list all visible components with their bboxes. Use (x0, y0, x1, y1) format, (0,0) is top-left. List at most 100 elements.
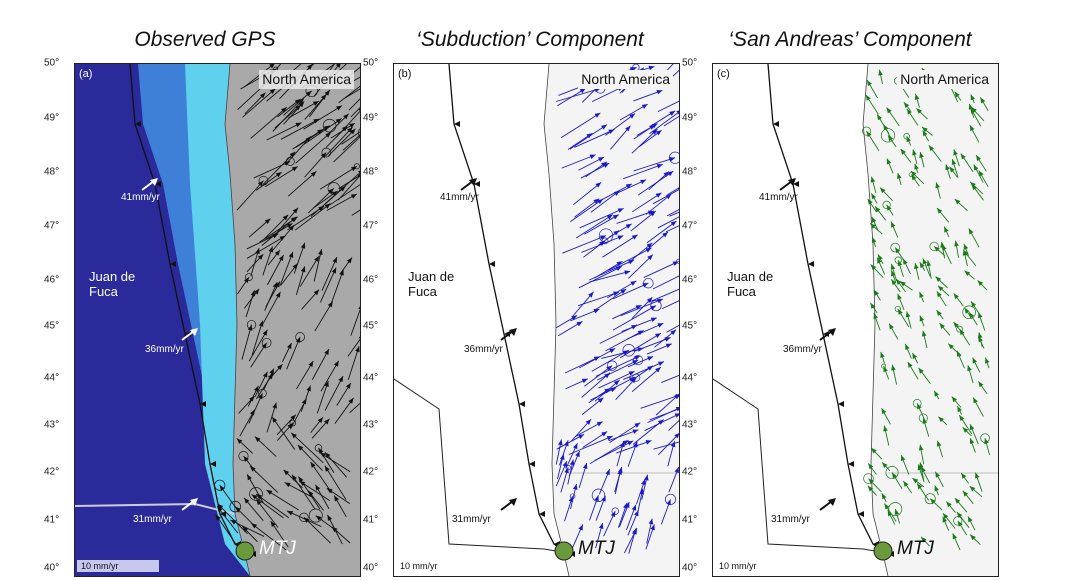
error-ellipse (908, 171, 914, 178)
gps-vector (253, 160, 291, 179)
trench-tooth (155, 181, 161, 187)
gps-arrowhead (268, 246, 273, 253)
error-ellipse (229, 500, 241, 513)
gps-arrowhead (572, 443, 578, 450)
gps-arrowhead (308, 490, 314, 497)
gps-arrowhead (883, 366, 888, 373)
gps-arrowhead (320, 152, 327, 159)
gps-arrowhead (339, 186, 346, 192)
gps-arrowhead (327, 514, 333, 521)
gps-arrowhead (578, 434, 585, 440)
error-ellipse (295, 332, 305, 342)
gps-arrowhead (976, 155, 982, 162)
map-canvas (394, 64, 679, 576)
gps-arrowhead (289, 151, 296, 158)
gps-vector (266, 254, 284, 286)
gps-arrowhead (601, 495, 606, 502)
gps-arrowhead (275, 281, 280, 288)
gps-arrowhead (676, 110, 679, 115)
plate-label: Juan de Fuca (408, 269, 455, 299)
gps-arrowhead (871, 447, 877, 454)
gps-arrowhead (969, 125, 975, 132)
gps-arrowhead (944, 226, 949, 233)
error-ellipse (258, 388, 267, 398)
gps-arrowhead (870, 176, 876, 183)
gps-arrowhead (569, 459, 575, 466)
gps-vector (230, 519, 265, 537)
coastline (543, 64, 570, 576)
gps-arrowhead (930, 498, 936, 505)
gps-arrowhead (891, 270, 896, 277)
gps-arrowhead (935, 471, 940, 478)
trench-tooth (474, 181, 480, 187)
gps-vector (216, 506, 239, 534)
gps-arrowhead (634, 422, 641, 428)
gps-arrowhead (300, 266, 306, 273)
gps-arrowhead (634, 355, 641, 361)
gps-arrowhead (288, 224, 295, 231)
gps-vector (627, 254, 654, 279)
gps-arrowhead (631, 324, 638, 330)
gps-vector (246, 235, 286, 259)
land (225, 64, 360, 576)
gps-arrowhead (284, 482, 291, 488)
gps-arrowhead (582, 463, 588, 470)
trench-tooth (838, 401, 844, 407)
gps-vector (579, 207, 624, 229)
gps-arrowhead (921, 126, 928, 133)
gps-arrowhead (620, 289, 627, 295)
gps-arrowhead (916, 108, 923, 114)
gps-arrowhead (967, 516, 973, 523)
error-ellipse (880, 128, 896, 143)
gps-arrowhead (917, 403, 922, 410)
rate-36: 36mm/yr (464, 344, 503, 355)
gps-vector (608, 247, 652, 271)
gps-arrowhead (249, 409, 255, 416)
plate-motion-arrowhead (190, 328, 198, 336)
error-ellipse (622, 344, 636, 357)
gps-arrowhead (313, 289, 320, 296)
gps-arrowhead (907, 361, 913, 368)
rate-36: 36mm/yr (145, 344, 184, 355)
latitude-label: 41° (363, 514, 379, 526)
gps-arrowhead (310, 462, 316, 468)
gps-arrowhead (253, 385, 259, 392)
gps-arrowhead (669, 157, 676, 162)
gps-arrowhead (952, 533, 958, 540)
gps-vector (299, 480, 331, 502)
gps-arrowhead (606, 436, 613, 441)
gps-vector (349, 402, 360, 414)
gps-arrowhead (597, 397, 604, 403)
plate-motion-arrow (500, 330, 514, 341)
gps-arrowhead (610, 387, 617, 393)
gps-vector (324, 465, 347, 500)
gps-vector (564, 356, 601, 374)
gps-arrowhead (934, 485, 939, 492)
gps-vector (631, 128, 658, 154)
gps-arrowhead (937, 285, 944, 292)
trench-tooth (210, 461, 216, 467)
gps-vector (348, 98, 360, 111)
gps-vector (591, 86, 624, 103)
land (544, 64, 679, 576)
gps-vector (665, 225, 679, 233)
gps-vector (578, 266, 622, 289)
gps-arrowhead (350, 166, 357, 172)
gps-arrowhead (906, 136, 912, 143)
gps-arrowhead (934, 390, 939, 397)
gps-arrowhead (315, 515, 322, 521)
gps-vector (294, 203, 331, 231)
gps-arrowhead (912, 352, 918, 359)
gps-vector (609, 422, 641, 443)
gps-arrowhead (269, 88, 276, 95)
gps-arrowhead (613, 291, 620, 296)
error-ellipse (885, 466, 899, 480)
gps-arrowhead (318, 249, 323, 256)
latitude-label: 46° (363, 274, 379, 286)
error-ellipse (245, 273, 253, 281)
gps-arrowhead (650, 305, 657, 311)
latitude-label: 43° (44, 419, 60, 431)
gps-arrowhead (654, 333, 661, 339)
latitude-label: 42° (682, 466, 698, 478)
plate-motion-arrowhead (509, 328, 517, 336)
